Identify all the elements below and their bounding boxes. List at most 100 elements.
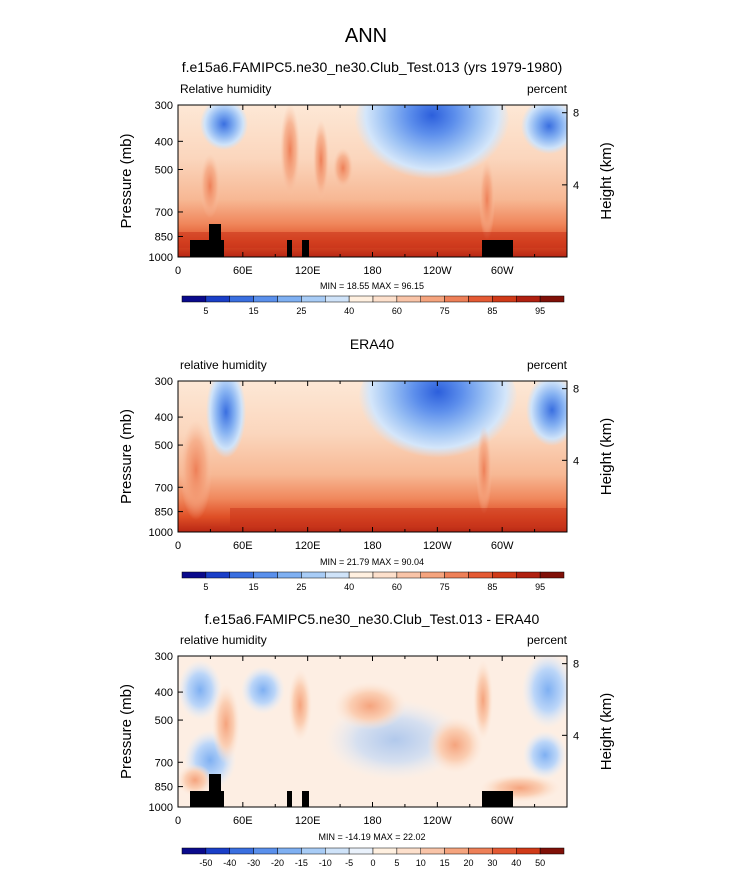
colorbar-box <box>468 847 493 855</box>
colorbar-label: 60 <box>392 306 402 316</box>
y-tick-label: 1000 <box>149 527 173 539</box>
colorbar-box <box>348 847 374 855</box>
colorbar-box <box>348 295 374 303</box>
colorbar-box <box>420 847 445 855</box>
y-tick-label: 850 <box>155 507 173 519</box>
x-tick-label: 60W <box>491 540 514 552</box>
right-label: percent <box>527 358 568 372</box>
y-tick-label: 500 <box>155 715 173 727</box>
y-tick-label: 500 <box>155 164 173 176</box>
x-tick-label: 120E <box>295 540 321 552</box>
colorbar: -50 -40 -30 -20 -15 -10 -5 0 5 10 15 20 30 40 50 <box>181 847 565 868</box>
topography-mask <box>190 224 513 257</box>
colorbar-label: 5 <box>203 582 208 592</box>
colorbar-label: 10 <box>416 858 426 868</box>
y-tick-label: 300 <box>155 651 173 663</box>
axes: 0 60E 120E 180 120W 60W 300 400 500 700 850 1000 8 4 P… <box>118 376 615 552</box>
colorbar-box <box>420 571 445 579</box>
colorbar-label: 75 <box>440 306 450 316</box>
x-tick-label: 0 <box>175 815 181 827</box>
colorbar-box <box>205 571 230 579</box>
colorbar-box <box>181 571 207 579</box>
y2-tick-label: 4 <box>573 730 579 742</box>
colorbar-box <box>277 571 302 579</box>
y-tick-label: 300 <box>155 376 173 388</box>
y-axis-label: Pressure (mb) <box>118 684 135 779</box>
colorbar-box <box>539 847 565 855</box>
colorbar-box <box>325 571 350 579</box>
colorbar-label: 60 <box>392 582 402 592</box>
colorbar-box <box>539 295 565 303</box>
colorbar-box <box>181 847 207 855</box>
y-tick-label: 300 <box>155 100 173 112</box>
stats-label: MIN = 18.55 MAX = 96.15 <box>320 281 424 291</box>
colorbar-label: -40 <box>223 858 236 868</box>
colorbar-box <box>325 847 350 855</box>
x-tick-label: 0 <box>175 540 181 552</box>
colorbar-label: 25 <box>296 306 306 316</box>
colorbar-label: 15 <box>249 306 259 316</box>
y-tick-label: 400 <box>155 687 173 699</box>
x-tick-label: 120E <box>295 815 321 827</box>
y2-axis-label: Height (km) <box>598 693 615 771</box>
colorbar-label: -30 <box>247 858 260 868</box>
colorbar-box <box>253 295 278 303</box>
colorbar-box <box>229 571 254 579</box>
y2-tick-label: 8 <box>573 384 579 396</box>
x-tick-label: 120W <box>423 265 452 277</box>
colorbar-label: 40 <box>344 582 354 592</box>
x-tick-label: 60E <box>233 540 253 552</box>
stats-label: MIN = 21.79 MAX = 90.04 <box>320 557 424 567</box>
x-tick-label: 180 <box>363 815 381 827</box>
y2-tick-label: 8 <box>573 108 579 120</box>
y-axis-label: Pressure (mb) <box>118 409 135 504</box>
colorbar-box <box>229 295 254 303</box>
contour-field <box>178 105 567 257</box>
x-tick-label: 60E <box>233 815 253 827</box>
left-label: relative humidity <box>180 358 267 372</box>
y2-tick-label: 8 <box>573 659 579 671</box>
colorbar-box <box>444 295 469 303</box>
colorbar-box <box>277 295 302 303</box>
x-tick-label: 60E <box>233 265 253 277</box>
right-label: percent <box>527 82 568 96</box>
colorbar-box <box>277 847 302 855</box>
x-tick-label: 180 <box>363 265 381 277</box>
colorbar-box <box>205 847 230 855</box>
y-tick-label: 500 <box>155 440 173 452</box>
colorbar-box <box>539 571 565 579</box>
colorbar-box <box>253 571 278 579</box>
colorbar-box <box>372 571 398 579</box>
colorbar-label: 15 <box>440 858 450 868</box>
colorbar-label: 30 <box>487 858 497 868</box>
x-tick-label: 120W <box>423 815 452 827</box>
left-label: relative humidity <box>180 633 267 647</box>
colorbar-box <box>181 295 207 303</box>
right-label: percent <box>527 633 568 647</box>
colorbar-label: -10 <box>319 858 332 868</box>
colorbar: 5 15 25 40 60 75 85 95 <box>181 295 565 316</box>
colorbar-label: 75 <box>440 582 450 592</box>
colorbar-label: 40 <box>344 306 354 316</box>
colorbar-box <box>372 847 398 855</box>
colorbar-box <box>444 571 469 579</box>
colorbar-box <box>492 295 517 303</box>
colorbar-box <box>468 571 493 579</box>
colorbar-label: 95 <box>535 582 545 592</box>
panel-title: f.e15a6.FAMIPC5.ne30_ne30.Club_Test.013 … <box>205 611 540 627</box>
contour-field <box>178 656 567 807</box>
x-tick-label: 180 <box>363 540 381 552</box>
colorbar-label: 25 <box>296 582 306 592</box>
x-tick-label: 60W <box>491 265 514 277</box>
stats-label: MIN = -14.19 MAX = 22.02 <box>318 832 425 842</box>
y-tick-label: 850 <box>155 782 173 794</box>
colorbar-box <box>205 295 230 303</box>
colorbar-label: 5 <box>394 858 399 868</box>
colorbar-box <box>396 571 421 579</box>
colorbar-box <box>516 571 541 579</box>
colorbar-box <box>301 295 326 303</box>
colorbar: 5 15 25 40 60 75 85 95 <box>181 571 565 592</box>
panel-title: ERA40 <box>350 336 395 352</box>
colorbar-box <box>396 295 421 303</box>
